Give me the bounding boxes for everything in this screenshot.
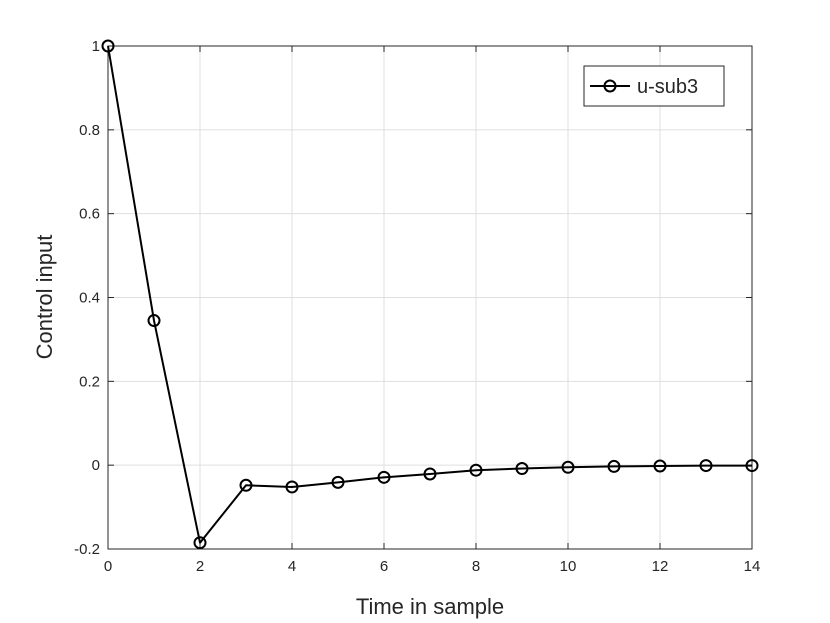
x-tick-label: 0 [104, 558, 112, 575]
data-point-marker [561, 460, 575, 474]
y-tick-label: -0.2 [74, 541, 100, 558]
x-tick-label: 2 [196, 558, 204, 575]
data-point-marker [469, 463, 483, 477]
data-point-marker [147, 314, 161, 328]
data-point-marker [331, 475, 345, 489]
x-tick-label: 6 [380, 558, 388, 575]
x-axis-label: Time in sample [356, 594, 504, 619]
y-tick-label: 0.2 [79, 373, 100, 390]
y-axis-label: Control input [32, 235, 57, 360]
x-tick-label: 10 [560, 558, 577, 575]
x-tick-label: 4 [288, 558, 296, 575]
data-point-marker [423, 467, 437, 481]
data-point-marker [745, 459, 759, 473]
axis-ticks: 0 2 4 6 8 10 12 14-0.200.20.40.60.81 [74, 38, 760, 575]
data-point-marker [239, 478, 253, 492]
legend-marker-sample [603, 79, 617, 93]
data-point-marker [193, 536, 207, 550]
x-tick-label: 14 [744, 558, 761, 575]
data-point-marker [653, 459, 667, 473]
data-point-marker [607, 459, 621, 473]
y-tick-label: 1 [92, 38, 100, 55]
series-layer [101, 39, 759, 550]
x-tick-label: 12 [652, 558, 669, 575]
y-tick-label: 0.6 [79, 206, 100, 223]
data-point-marker [699, 459, 713, 473]
y-tick-label: 0 [92, 457, 100, 474]
y-tick-label: 0.8 [79, 122, 100, 139]
data-point-marker [285, 480, 299, 494]
x-tick-label: 8 [472, 558, 480, 575]
series-line [107, 45, 752, 544]
y-tick-label: 0.4 [79, 290, 100, 307]
data-point-marker [377, 470, 391, 484]
data-point-marker [515, 462, 529, 476]
legend-entry-label: u-sub3 [637, 76, 698, 98]
legend: u-sub3 [583, 65, 725, 107]
data-point-marker [101, 39, 115, 53]
